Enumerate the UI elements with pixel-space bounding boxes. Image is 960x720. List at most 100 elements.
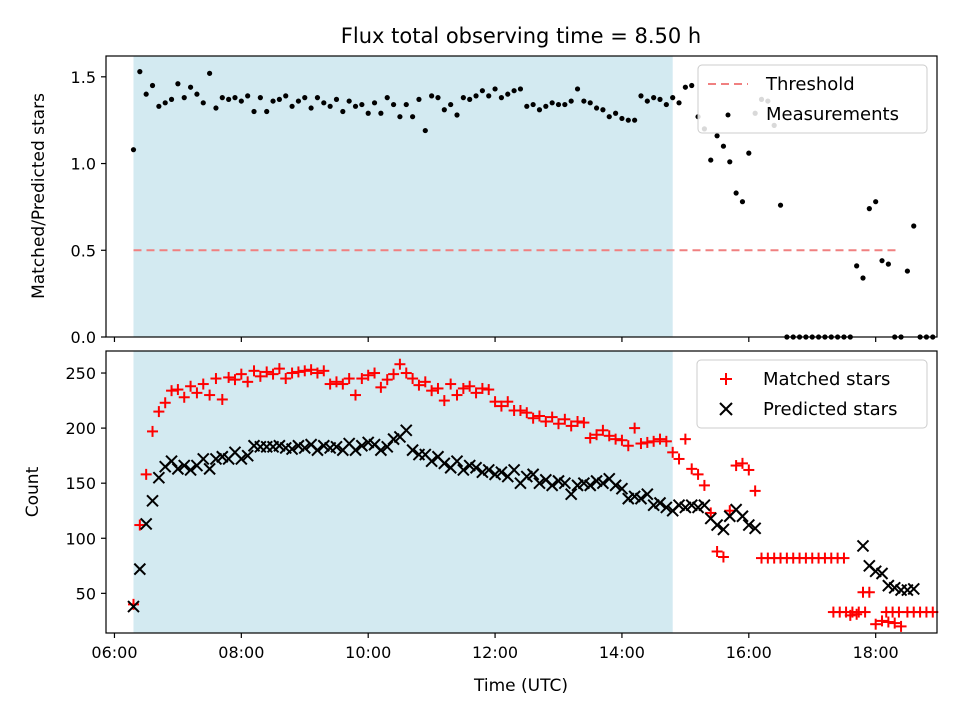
bottom-x-tick-label: 06:00 — [91, 643, 137, 662]
predicted-stars-point — [615, 482, 629, 495]
matched-stars-point — [553, 418, 565, 430]
matched-stars-point — [660, 435, 672, 447]
measurement-point — [574, 86, 581, 92]
predicted-stars-point — [907, 582, 920, 596]
matched-stars-point — [457, 382, 469, 394]
matched-stars-point — [254, 370, 266, 382]
legend-predicted-swatch — [719, 402, 733, 416]
measurement-point — [663, 101, 669, 108]
measurement-point — [467, 96, 473, 102]
matched-stars-point — [502, 396, 514, 408]
measurement-point — [746, 150, 752, 156]
top-legend: Threshold Measurements — [697, 64, 928, 134]
matched-stars-point — [394, 358, 406, 370]
matched-stars-point — [667, 446, 679, 458]
legend-threshold-label: Threshold — [765, 74, 855, 95]
measurement-point — [302, 95, 308, 101]
bottom-x-axis-label: Time (UTC) — [473, 676, 568, 696]
measurement-point — [511, 88, 517, 94]
matched-stars-point — [127, 598, 139, 610]
predicted-stars-point — [406, 443, 419, 457]
matched-stars-point — [603, 430, 615, 442]
predicted-stars-point — [197, 452, 210, 466]
matched-stars-point — [286, 367, 298, 379]
measurement-point — [251, 108, 257, 115]
matched-stars-point — [248, 365, 260, 377]
predicted-stars-point — [698, 499, 711, 512]
matched-stars-point — [654, 433, 666, 445]
predicted-stars-point — [184, 463, 197, 477]
measurement-point — [213, 105, 219, 111]
measurement-point — [625, 117, 631, 123]
measurement-point — [359, 101, 365, 108]
matched-stars-point — [686, 463, 698, 475]
measurement-point — [854, 263, 860, 269]
top-y-ticks: 0.0 0.5 1.0 1.5 — [71, 68, 106, 347]
matched-stars-point — [210, 373, 222, 385]
predicted-stars-point — [564, 487, 578, 501]
measurement-point — [454, 112, 460, 118]
predicted-stars-point — [742, 518, 756, 532]
predicted-stars-point — [736, 510, 749, 523]
top-shaded-interval — [133, 56, 673, 337]
matched-stars-point — [495, 400, 507, 412]
measurement-point — [441, 107, 447, 113]
matched-stars-point — [445, 378, 457, 390]
measurement-point — [194, 91, 200, 97]
matched-stars-point — [893, 606, 905, 618]
matched-stars-point — [159, 397, 171, 409]
matched-stars-point — [673, 453, 685, 465]
matched-stars-point — [470, 387, 482, 399]
matched-stars-point — [426, 385, 438, 397]
measurement-point — [143, 91, 149, 97]
measurement-point — [340, 108, 346, 115]
measurement-point — [739, 199, 746, 205]
matched-stars-point — [318, 365, 330, 377]
measurement-point — [486, 93, 492, 99]
matched-stars-point — [622, 440, 634, 452]
predicted-stars-point — [856, 539, 870, 553]
matched-stars-point — [692, 468, 704, 480]
measurement-point — [612, 110, 619, 116]
matched-stars-point — [223, 371, 235, 383]
matched-stars-point — [362, 369, 374, 381]
matched-stars-point — [610, 433, 622, 445]
matched-stars-point — [292, 366, 304, 378]
predicted-stars-point — [641, 487, 654, 501]
matched-stars-point — [711, 545, 723, 557]
matched-stars-point — [476, 382, 488, 394]
matched-stars-series — [127, 358, 939, 632]
predicted-stars-point — [495, 465, 508, 479]
predicted-stars-point — [355, 439, 369, 452]
matched-stars-point — [559, 413, 571, 425]
predicted-stars-point — [748, 522, 762, 535]
matched-stars-point — [330, 376, 342, 388]
measurement-point — [682, 84, 688, 90]
matched-stars-point — [153, 406, 165, 418]
matched-stars-point — [261, 366, 273, 378]
measurement-point — [416, 96, 422, 102]
matched-stars-point — [451, 389, 463, 401]
matched-stars-point — [343, 373, 355, 385]
measurement-point — [384, 95, 390, 101]
measurement-point — [619, 115, 625, 122]
predicted-stars-point — [203, 462, 216, 476]
measurement-point — [600, 107, 606, 113]
bottom-y-axis-label: Count — [23, 466, 43, 517]
measurement-point — [593, 105, 600, 111]
bottom-legend: Matched stars Predicted stars — [696, 359, 928, 429]
bottom-legend-box — [696, 359, 928, 429]
matched-stars-point — [273, 363, 285, 375]
measurement-point — [264, 108, 270, 115]
measurement-point — [632, 117, 638, 123]
matched-stars-point — [717, 551, 729, 563]
measurement-point — [422, 127, 428, 134]
measurement-point — [245, 93, 251, 99]
predicted-stars-point — [349, 443, 362, 457]
measurement-point — [606, 114, 612, 120]
measurement-point — [270, 98, 276, 104]
measurement-point — [289, 103, 295, 109]
top-y-axis-label: Matched/Predicted stars — [29, 93, 49, 299]
predicted-stars-point — [133, 562, 147, 576]
matched-stars-point — [400, 367, 412, 379]
